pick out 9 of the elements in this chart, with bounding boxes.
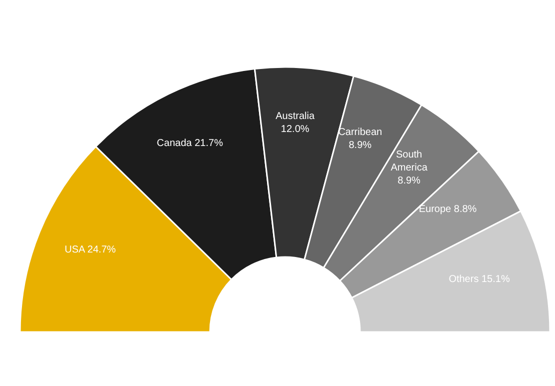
- slice-label: Australia: [276, 110, 315, 122]
- data-label: 8.9%: [398, 175, 421, 186]
- data-label: 8.9%: [348, 139, 372, 150]
- slice-label: Europe 8.8%: [418, 204, 477, 215]
- slice-label: South America: [390, 149, 428, 174]
- data-label: 12.0%: [280, 124, 310, 135]
- slice-label: USA 24.7%: [64, 244, 116, 256]
- slice-label: Carribean: [338, 126, 382, 138]
- slice-label: Canada 21.7%: [156, 137, 224, 148]
